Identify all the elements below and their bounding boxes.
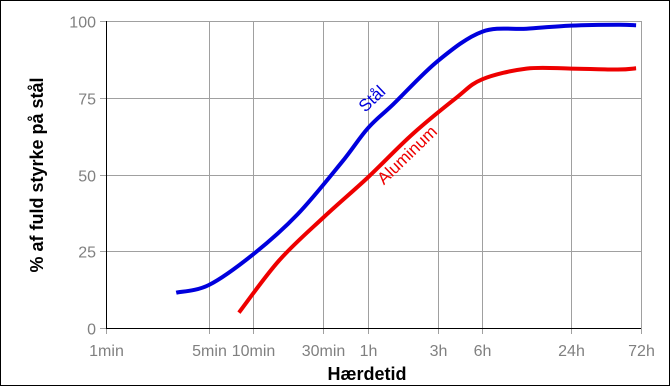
x-tick-label: 30min bbox=[302, 343, 346, 360]
x-tick-label: 1h bbox=[360, 343, 378, 360]
x-tick-label: 24h bbox=[558, 343, 585, 360]
y-tick-label: 100 bbox=[69, 15, 96, 32]
x-tick-label: 10min bbox=[232, 343, 276, 360]
x-tick-label: 5min bbox=[192, 343, 227, 360]
x-axis-title: Hærdetid bbox=[327, 364, 406, 384]
series-line-steel bbox=[175, 22, 637, 295]
y-tick-label: 75 bbox=[78, 92, 96, 109]
y-tick-label: 50 bbox=[78, 169, 96, 186]
axes: 1min 5min 10min 30min 1h 3h 6h 24h 72h 0 25 50 75 100 bbox=[69, 15, 655, 361]
y-axis-title: % af fuld styrke på stål bbox=[27, 77, 47, 272]
x-tick-label: 72h bbox=[628, 343, 655, 360]
x-tick-label: 3h bbox=[430, 343, 448, 360]
series-line-aluminum bbox=[237, 65, 637, 314]
series-lines bbox=[175, 22, 637, 314]
y-tick-label: 0 bbox=[87, 322, 96, 339]
x-tick-label: 6h bbox=[474, 343, 492, 360]
y-tick-label: 25 bbox=[78, 245, 96, 262]
x-tick-label: 1min bbox=[89, 343, 124, 360]
